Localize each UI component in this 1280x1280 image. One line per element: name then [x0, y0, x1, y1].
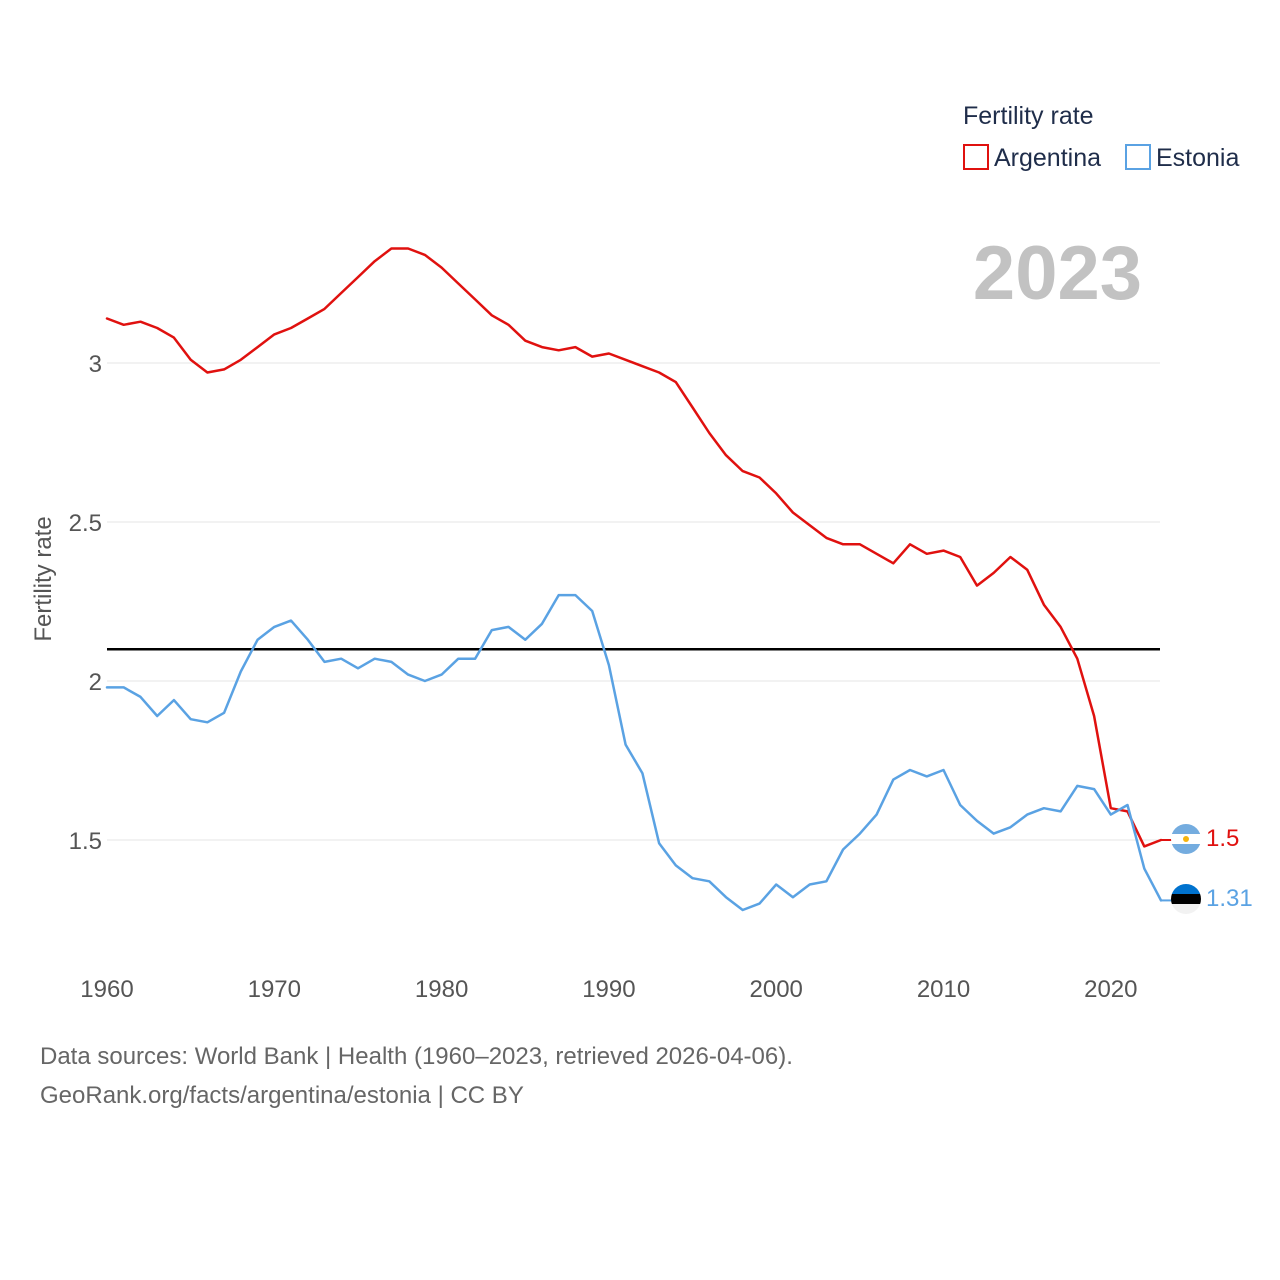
- y-tick-label: 3: [89, 351, 102, 378]
- x-tick-label: 2020: [1084, 976, 1137, 1003]
- x-tick-label: 2010: [917, 976, 970, 1003]
- y-tick-label: 2: [89, 669, 102, 696]
- x-tick-label: 1980: [415, 976, 468, 1003]
- end-value-label-estonia: 1.31: [1206, 885, 1253, 912]
- x-axis-ticks: 1960 1970 1980 1990 2000 2010 2020: [80, 976, 1137, 1003]
- x-tick-label: 1960: [80, 976, 133, 1003]
- series-lines: [105, 247, 1172, 912]
- footer-sources: Data sources: World Bank | Health (1960–…: [40, 1043, 793, 1070]
- y-axis-title: Fertility rate: [30, 516, 57, 641]
- x-tick-label: 1990: [582, 976, 635, 1003]
- fertility-rate-chart: 1.5 2 2.5 3 1960 1970 1980 1990 2000 2010 2020 Fe…: [30, 102, 1253, 1003]
- legend-label-argentina: Argentina: [994, 144, 1101, 172]
- x-tick-label: 2000: [750, 976, 803, 1003]
- series-line-argentina: [105, 247, 1163, 848]
- legend-swatch-estonia: [1125, 144, 1151, 170]
- estonia-flag-icon: [1171, 884, 1201, 914]
- legend: Fertility rate Argentina Estonia: [963, 102, 1239, 172]
- current-year-label: 2023: [973, 231, 1142, 316]
- legend-label-estonia: Estonia: [1156, 144, 1239, 172]
- gridlines: [107, 362, 1160, 841]
- y-tick-label: 2.5: [69, 510, 102, 537]
- argentina-flag-icon: [1171, 824, 1201, 854]
- y-axis-ticks: 1.5 2 2.5 3: [69, 351, 102, 855]
- legend-title: Fertility rate: [963, 102, 1094, 130]
- end-value-label-argentina: 1.5: [1206, 825, 1239, 852]
- footer-attribution: GeoRank.org/facts/argentina/estonia | CC…: [40, 1082, 524, 1109]
- series-line-estonia: [105, 593, 1163, 912]
- legend-swatch-argentina: [963, 144, 989, 170]
- x-tick-label: 1970: [248, 976, 301, 1003]
- y-tick-label: 1.5: [69, 828, 102, 855]
